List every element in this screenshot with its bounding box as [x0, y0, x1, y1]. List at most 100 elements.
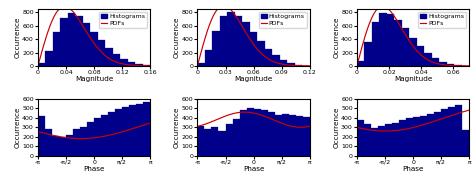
Y-axis label: Occurrence: Occurrence [174, 106, 180, 148]
Bar [98, 41, 105, 66]
Bar [59, 137, 66, 156]
X-axis label: Magnitude: Magnitude [394, 76, 432, 82]
Y-axis label: Occurrence: Occurrence [174, 17, 180, 58]
Bar [136, 104, 143, 156]
Bar [115, 109, 122, 156]
Bar [274, 115, 282, 156]
Bar [143, 65, 150, 66]
Bar [53, 32, 60, 66]
Bar [228, 12, 235, 66]
Bar [60, 18, 68, 66]
Bar [198, 126, 204, 156]
Bar [402, 28, 410, 66]
Bar [295, 65, 302, 66]
Y-axis label: Occurrence: Occurrence [15, 17, 20, 58]
Bar [420, 116, 427, 156]
Bar [303, 117, 310, 156]
Y-axis label: Occurrence: Occurrence [334, 17, 340, 58]
Bar [226, 124, 233, 156]
Bar [387, 14, 394, 66]
Bar [254, 109, 261, 156]
Bar [101, 115, 108, 156]
Bar [406, 118, 413, 156]
Bar [394, 20, 402, 66]
Bar [204, 129, 211, 156]
Bar [94, 118, 101, 156]
Bar [135, 64, 143, 66]
Bar [38, 116, 45, 156]
Bar [413, 117, 420, 156]
Bar [462, 130, 469, 156]
Bar [410, 38, 417, 66]
Bar [371, 128, 378, 156]
Bar [289, 115, 296, 156]
Bar [80, 127, 87, 156]
Bar [87, 122, 94, 156]
Bar [205, 50, 212, 66]
Bar [364, 124, 371, 156]
Bar [296, 116, 303, 156]
Bar [447, 64, 454, 66]
Bar [365, 43, 372, 66]
Bar [439, 62, 447, 66]
Bar [45, 129, 52, 156]
Bar [399, 120, 406, 156]
Legend: Histograms, PDFs: Histograms, PDFs [259, 12, 307, 28]
Bar [268, 112, 274, 156]
Bar [108, 112, 115, 156]
Bar [105, 48, 113, 66]
Bar [235, 16, 242, 66]
Bar [83, 23, 91, 66]
X-axis label: Magnitude: Magnitude [235, 76, 273, 82]
Bar [129, 106, 136, 156]
Bar [52, 136, 59, 156]
Bar [287, 63, 295, 66]
Legend: Histograms, PDFs: Histograms, PDFs [99, 12, 147, 28]
Bar [239, 110, 246, 156]
Bar [379, 13, 387, 66]
Bar [385, 124, 392, 156]
Bar [257, 41, 265, 66]
Bar [357, 120, 364, 156]
Bar [448, 107, 455, 156]
Bar [265, 49, 272, 66]
Y-axis label: Occurrence: Occurrence [15, 106, 20, 148]
Bar [91, 32, 98, 66]
Bar [68, 13, 75, 66]
Bar [211, 127, 219, 156]
Bar [434, 112, 441, 156]
Bar [427, 114, 434, 156]
Bar [392, 123, 399, 156]
Bar [378, 126, 385, 156]
Bar [280, 60, 287, 66]
Bar [220, 16, 228, 66]
Bar [128, 62, 135, 66]
Bar [75, 16, 83, 66]
Y-axis label: Occurrence: Occurrence [334, 106, 340, 148]
Bar [120, 58, 128, 66]
X-axis label: Phase: Phase [83, 166, 105, 172]
Bar [272, 55, 280, 66]
Bar [261, 110, 268, 156]
Bar [46, 51, 53, 66]
Bar [73, 129, 80, 156]
Bar [250, 32, 257, 66]
Bar [38, 62, 46, 66]
Bar [454, 65, 462, 66]
Legend: Histograms, PDFs: Histograms, PDFs [418, 12, 466, 28]
Bar [233, 119, 239, 156]
X-axis label: Magnitude: Magnitude [75, 76, 113, 82]
Bar [242, 22, 250, 66]
Bar [66, 135, 73, 156]
Bar [113, 54, 120, 66]
Bar [455, 106, 462, 156]
Bar [372, 22, 379, 66]
Bar [357, 60, 365, 66]
Bar [219, 131, 226, 156]
Bar [198, 62, 205, 66]
Bar [417, 46, 424, 66]
X-axis label: Phase: Phase [402, 166, 424, 172]
Bar [143, 102, 150, 156]
Bar [212, 31, 220, 66]
Bar [246, 108, 254, 156]
